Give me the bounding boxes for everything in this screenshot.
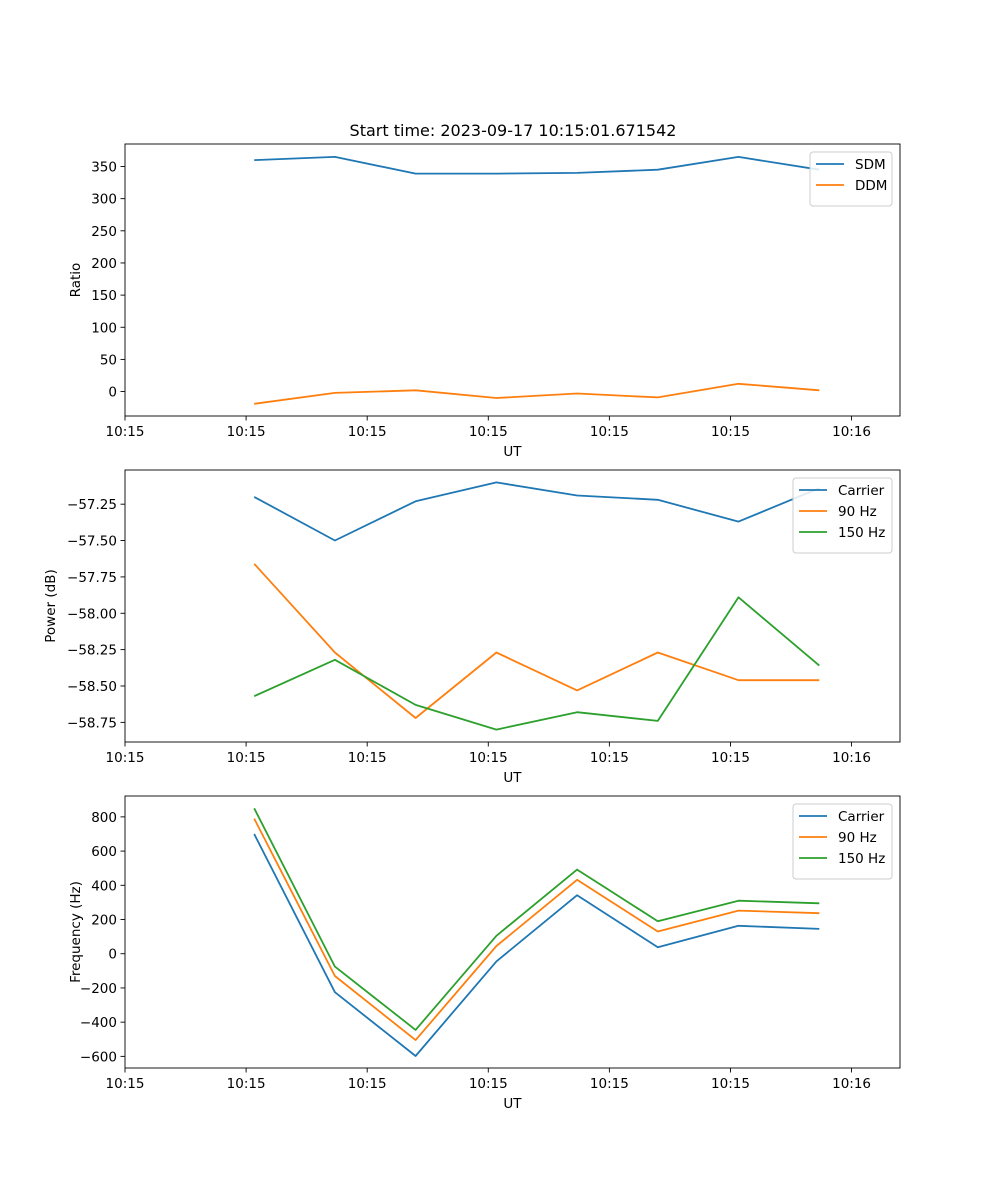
x-tick-label: 10:15 [590,424,629,440]
x-tick-label: 10:15 [711,1076,750,1092]
y-tick-label: 250 [91,224,117,240]
subplot-2: 10:15 10:15 10:15 10:15 10:15 10:15 10:16 −58.7… [43,469,901,786]
subplot-3: 10:15 10:15 10:15 10:15 10:15 10:15 10:16 −600 −… [68,795,901,1112]
y-tick-label: −58.00 [67,606,117,622]
series-line-90-hz [253,563,820,719]
y-tick-label: −57.75 [67,570,117,586]
y-tick-label: 350 [91,160,117,176]
y-tick-label: 600 [91,844,117,860]
x-axis-label: UT [503,770,522,786]
x-tick-label: 10:16 [832,1076,871,1092]
series-line-sdm [254,155,820,175]
x-tick-label: 10:15 [348,750,387,766]
chart-title: Start time: 2023-09-17 10:15:01.671542 [350,121,677,140]
x-tick-label: 10:15 [469,1076,508,1092]
series-line-150-hz [253,596,820,731]
series-line-150-hz [253,807,820,1031]
y-tick-label: 150 [91,288,117,304]
x-tick-label: 10:15 [227,424,266,440]
y-tick-label: 800 [91,810,117,826]
legend-frame [809,151,893,207]
y-tick-label: −58.25 [67,643,117,659]
x-tick-label: 10:15 [348,424,387,440]
y-tick-label: −58.50 [67,679,117,695]
x-axis-label: UT [503,1096,522,1112]
y-tick-label: −57.50 [67,534,117,550]
y-tick-label: 100 [91,320,117,336]
legend-frame [792,803,893,880]
y-tick-label: 0 [108,385,117,401]
x-tick-label: 10:15 [711,750,750,766]
y-axis-label: Power (dB) [43,569,59,642]
legend-label: 90 Hz [838,504,877,520]
legend-label: DDM [855,178,887,194]
axes-frame [124,469,901,743]
legend-label: 90 Hz [838,830,877,846]
y-tick-label: −400 [80,1015,117,1031]
y-tick-label: 200 [91,913,117,929]
x-axis-label: UT [503,444,522,460]
x-tick-label: 10:15 [227,1076,266,1092]
y-tick-label: 200 [91,256,117,272]
legend: Carrier 90 Hz 150 Hz [792,477,893,554]
y-tick-label: 50 [100,352,117,368]
series-line-ddm [254,382,820,405]
y-tick-label: 400 [91,878,117,894]
x-tick-label: 10:15 [106,750,145,766]
x-tick-label: 10:15 [227,750,266,766]
series-line-90-hz [253,818,820,1041]
subplot-1: 10:15 10:15 10:15 10:15 10:15 10:15 10:16 0 50 10… [68,143,901,460]
legend-label: SDM [855,157,886,173]
x-tick-label: 10:15 [711,424,750,440]
axes-frame [124,795,901,1069]
x-tick-label: 10:16 [832,750,871,766]
x-tick-label: 10:15 [106,1076,145,1092]
y-tick-label: 300 [91,192,117,208]
x-tick-label: 10:15 [469,750,508,766]
x-tick-label: 10:15 [469,424,508,440]
x-tick-label: 10:15 [348,1076,387,1092]
axes-frame [124,143,901,417]
legend: SDM DDM [809,151,893,207]
y-tick-label: 0 [108,947,117,963]
y-tick-label: −58.75 [67,715,117,731]
y-axis-label: Ratio [68,263,84,298]
y-tick-label: −600 [80,1049,117,1065]
legend-label: 150 Hz [838,525,885,541]
x-tick-label: 10:16 [832,424,871,440]
x-tick-label: 10:15 [106,424,145,440]
legend-label: 150 Hz [838,851,885,867]
legend: Carrier 90 Hz 150 Hz [792,803,893,880]
x-tick-label: 10:15 [590,750,629,766]
series-line-carrier [253,833,820,1057]
y-axis-label: Frequency (Hz) [68,881,84,983]
legend-label: Carrier [838,483,885,499]
y-tick-label: −57.25 [67,497,117,513]
series-line-carrier [253,481,820,542]
x-tick-label: 10:15 [590,1076,629,1092]
legend-frame [792,477,893,554]
y-tick-label: −200 [80,981,117,997]
legend-label: Carrier [838,809,885,825]
